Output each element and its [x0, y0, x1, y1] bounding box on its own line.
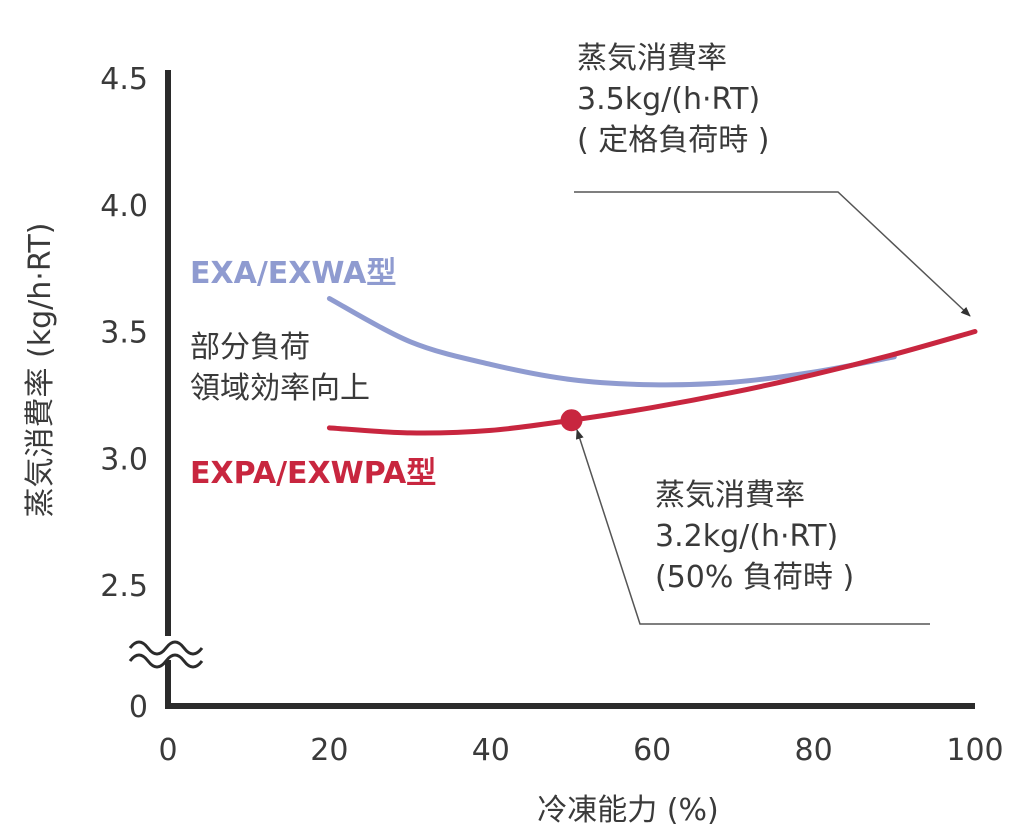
annotation-text-2: 蒸気消費率 3.2kg/(h·RT) (50% 負荷時 )	[655, 478, 854, 595]
axis-break-mark	[128, 640, 204, 656]
series-line-1	[326, 296, 897, 388]
y-tick-label: 4.5	[100, 62, 148, 97]
annotation-line: 3.2kg/(h·RT)	[655, 519, 838, 554]
series-line-2	[326, 329, 978, 436]
y-tick-label: 4.0	[100, 189, 148, 224]
label-layer: 0 2.5 3.0 3.5 4.0 4.5 0 20 40 60 80 100 冷凍能力 (%) 蒸気消費…	[23, 62, 1004, 828]
x-tick-label: 40	[472, 733, 510, 768]
series-label-2: EXPA/EXWPA型	[190, 456, 436, 491]
annotation-leader-1	[574, 191, 971, 317]
series-label-1: EXA/EXWA型	[190, 256, 396, 291]
annotation-line: 3.5kg/(h·RT)	[577, 82, 760, 117]
annotation-layer: 蒸気消費率 3.5kg/(h·RT) ( 定格負荷時 ) 蒸気消費率 3.2kg/(h·…	[190, 41, 971, 625]
series-layer	[326, 296, 978, 436]
annotation-line: ( 定格負荷時 )	[577, 123, 769, 158]
x-tick-label: 0	[158, 733, 177, 768]
highlight-point	[560, 409, 583, 432]
annotation-text-1: 蒸気消費率 3.5kg/(h·RT) ( 定格負荷時 )	[577, 41, 769, 158]
annotation-leader-2	[575, 429, 930, 625]
x-tick-label: 100	[946, 733, 1003, 768]
annotation-text-3: 部分負荷領域効率向上	[190, 330, 370, 406]
annotation-2: 蒸気消費率 3.2kg/(h·RT) (50% 負荷時 )	[575, 429, 930, 625]
x-tick-label: 80	[795, 733, 833, 768]
y-tick-label: 0	[129, 690, 148, 725]
x-tick-label: 20	[310, 733, 348, 768]
axes	[128, 70, 975, 709]
annotation-3: 部分負荷領域効率向上	[190, 330, 370, 406]
y-axis-title: 蒸気消費率 (kg/h·RT)	[23, 222, 58, 517]
x-tick-label: 60	[633, 733, 671, 768]
annotation-line: 領域効率向上	[190, 371, 370, 406]
annotation-line: 部分負荷	[190, 330, 310, 365]
x-axis-title: 冷凍能力 (%)	[537, 793, 718, 828]
annotation-line: (50% 負荷時 )	[655, 560, 854, 595]
annotation-1: 蒸気消費率 3.5kg/(h·RT) ( 定格負荷時 )	[574, 41, 971, 317]
annotation-line: 蒸気消費率	[655, 478, 805, 513]
axis-break-mark	[128, 653, 204, 669]
y-tick-label: 2.5	[100, 569, 148, 604]
y-tick-label: 3.5	[100, 316, 148, 351]
annotation-line: 蒸気消費率	[577, 41, 727, 76]
y-tick-label: 3.0	[100, 442, 148, 477]
